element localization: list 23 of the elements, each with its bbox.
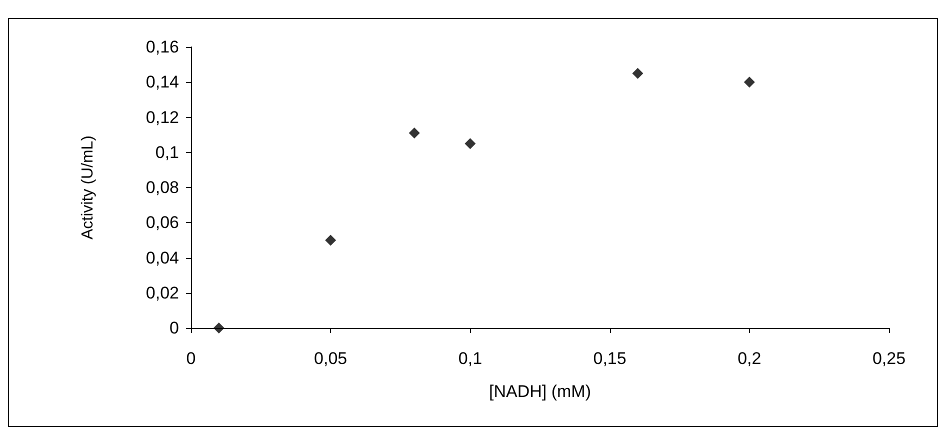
- point: [408, 128, 420, 139]
- point: [464, 138, 476, 150]
- x-tick-label: 0,1: [458, 349, 482, 368]
- y-tick-label: 0,02: [146, 283, 179, 302]
- y-tick-label: 0,12: [146, 108, 179, 127]
- x-axis-title: [NADH] (mM): [489, 382, 591, 401]
- y-axis-title: Activity (U/mL): [80, 136, 96, 240]
- point: [632, 68, 644, 79]
- y-tick-label: 0,1: [155, 142, 179, 162]
- y-tick-label: 0,04: [146, 248, 179, 268]
- point: [213, 322, 224, 334]
- point: [744, 76, 755, 88]
- y-tick-label: 0,16: [146, 38, 179, 56]
- y-tick-label: 0,06: [146, 213, 179, 232]
- x-tick-label: 0,05: [314, 349, 348, 368]
- y-tick-label: 0: [170, 318, 179, 338]
- y-tick-label: 0,14: [146, 72, 179, 92]
- x-tick-label: 0,25: [872, 349, 906, 368]
- x-tick-label: 0,15: [593, 349, 626, 368]
- point: [325, 234, 336, 246]
- y-tick-label: 0,08: [146, 178, 179, 197]
- x-tick-label: 0,2: [738, 349, 762, 368]
- x-tick-label: 0: [186, 349, 196, 368]
